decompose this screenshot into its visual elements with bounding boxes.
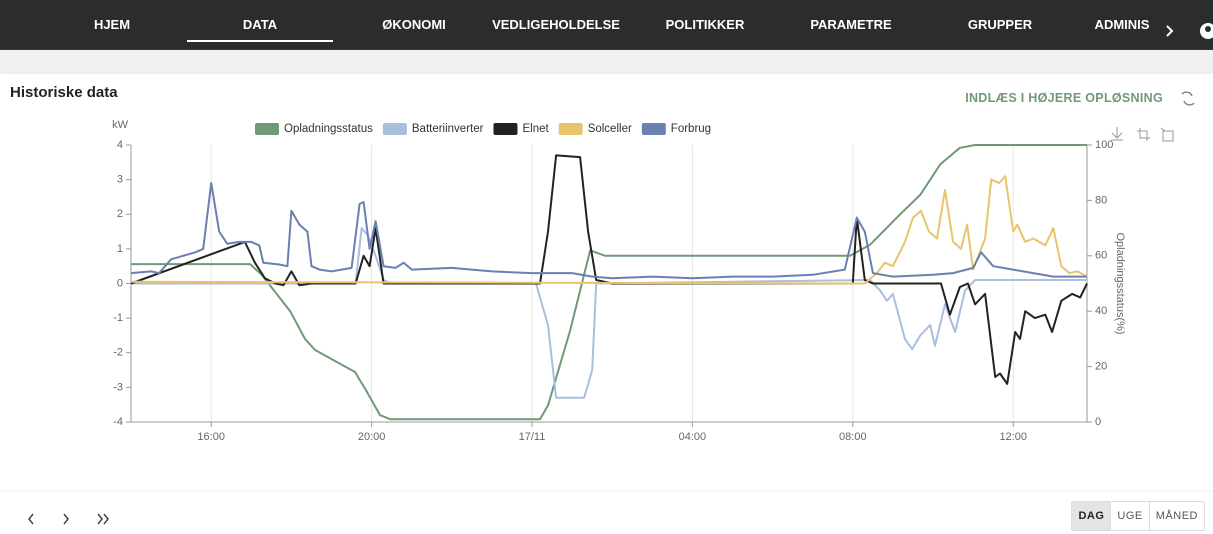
y2-tick-label: 80 (1095, 194, 1107, 206)
legend-label: Solceller (588, 123, 632, 135)
y-tick-label: 1 (117, 243, 123, 255)
y-axis-label: kW (112, 119, 129, 131)
y2-tick-label: 60 (1095, 250, 1107, 262)
pager-prev[interactable] (28, 513, 34, 525)
range-button[interactable]: UGE (1110, 502, 1148, 530)
y-tick-label: 2 (117, 208, 123, 220)
refresh-icon[interactable] (1181, 91, 1195, 106)
pager-last[interactable] (97, 513, 109, 525)
nav-item[interactable]: POLITIKKER (665, 17, 745, 32)
range-button[interactable]: MÅNED (1148, 502, 1204, 530)
x-tick-label: 20:00 (358, 431, 386, 443)
legend-label: Opladningsstatus (284, 123, 373, 135)
y-tick-label: 3 (117, 174, 123, 186)
legend-swatch (255, 123, 279, 135)
nav-item[interactable]: GRUPPER (967, 17, 1033, 32)
pager (28, 513, 109, 525)
pager-next[interactable] (63, 513, 69, 525)
x-tick-label: 12:00 (999, 431, 1027, 443)
nav-item[interactable]: HJEM (93, 17, 131, 32)
y-tick-label: 0 (117, 277, 123, 289)
y2-tick-label: 100 (1095, 139, 1113, 151)
legend-label: Elnet (522, 123, 549, 135)
series-line (130, 182, 1087, 280)
x-tick-label: 04:00 (679, 431, 707, 443)
y-tick-label: -3 (113, 381, 123, 393)
legend-swatch (641, 123, 666, 135)
x-tick-label: 08:00 (839, 431, 867, 443)
legend-swatch (493, 123, 518, 135)
series-line (130, 154, 1088, 385)
x-tick-label: 17/11 (519, 431, 546, 443)
y-tick-label: -4 (113, 416, 123, 428)
y-tick-label: 4 (117, 139, 123, 151)
legend-label: Batteriinverter (412, 123, 484, 135)
nav-item[interactable]: PARAMETRE (810, 17, 892, 32)
y2-tick-label: 0 (1095, 416, 1101, 428)
y2-axis-label: Opladningsstatus(%) (1114, 232, 1126, 334)
load-higher-resolution[interactable]: INDLÆS I HØJERE OPLØSNING (965, 91, 1163, 105)
series-line (131, 227, 1087, 399)
nav-item[interactable]: ØKONOMI (382, 17, 446, 32)
range-buttons: DAG UGE MÅNED (1071, 501, 1205, 531)
y-tick-label: -2 (113, 347, 123, 359)
nav-item[interactable]: ADMINIS (1094, 17, 1150, 32)
y-tick-label: -1 (113, 312, 123, 324)
nav-item[interactable]: VEDLIGEHOLDELSE (492, 17, 620, 32)
section-title: Historiske data (10, 84, 118, 101)
active-underline (187, 40, 333, 42)
toolbox[interactable] (1111, 127, 1174, 142)
nav-bar: HJEM DATA ØKONOMI VEDLIGEHOLDELSE POLITIKKER… (0, 0, 1213, 50)
x-tick-label: 16:00 (197, 431, 225, 443)
y2-tick-label: 20 (1095, 361, 1107, 373)
series-line (131, 144, 1087, 421)
y2-tick-label: 40 (1095, 305, 1107, 317)
nav-item[interactable]: DATA (242, 17, 278, 32)
legend-label: Forbrug (671, 123, 711, 135)
legend-swatch (558, 123, 583, 135)
range-button[interactable]: DAG (1072, 502, 1111, 530)
sub-bar (0, 50, 1213, 72)
legend-swatch (382, 123, 407, 135)
series-line (130, 175, 1088, 285)
